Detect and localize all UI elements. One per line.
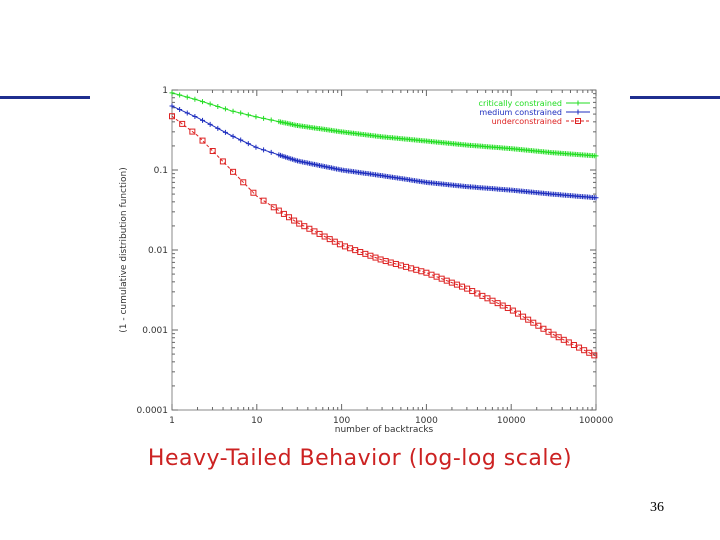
data-point: [177, 107, 183, 113]
y-tick-label: 1: [162, 86, 168, 96]
data-point: [245, 112, 251, 118]
x-tick-label: 10: [251, 416, 263, 426]
data-point: [230, 108, 236, 114]
data-point: [268, 149, 274, 155]
data-point: [238, 110, 244, 116]
data-point: [209, 148, 216, 155]
data-point: [169, 90, 175, 96]
header-rule-left: [0, 96, 90, 99]
data-point: [222, 129, 228, 135]
data-point: [593, 195, 599, 201]
legend-marker: [575, 109, 581, 115]
data-point: [222, 106, 228, 112]
data-point: [189, 128, 196, 135]
data-point: [540, 325, 547, 332]
x-tick-label: 1: [169, 416, 175, 426]
data-point: [591, 352, 598, 359]
plot-area: [171, 89, 597, 411]
data-point: [530, 319, 537, 326]
data-point: [219, 158, 226, 165]
legend-label: underconstrained: [492, 117, 562, 126]
data-point: [199, 137, 206, 144]
data-point: [253, 144, 259, 150]
x-axis-label: number of backtracks: [335, 425, 434, 435]
x-tick-label: 10000: [497, 416, 526, 426]
data-point: [261, 147, 267, 153]
page-number: 36: [650, 500, 664, 515]
data-point: [207, 121, 213, 127]
data-point: [270, 204, 277, 211]
data-point: [275, 207, 282, 214]
data-point: [509, 307, 516, 314]
data-point: [525, 316, 532, 323]
data-point: [169, 103, 175, 109]
data-point: [593, 153, 599, 159]
x-tick-label: 1000: [415, 416, 438, 426]
data-point: [192, 96, 198, 102]
data-point: [268, 117, 274, 123]
series-3: [169, 113, 598, 359]
y-tick-label: 0.0001: [137, 406, 169, 416]
data-point: [245, 141, 251, 147]
y-tick-label: 0.001: [142, 326, 168, 336]
x-tick-label: 100000: [579, 416, 614, 426]
data-point: [253, 114, 259, 120]
data-point: [215, 103, 221, 109]
data-point: [261, 115, 267, 121]
data-point: [200, 117, 206, 123]
series-2: [169, 103, 599, 201]
data-point: [535, 322, 542, 329]
data-point: [260, 197, 267, 204]
data-point: [192, 114, 198, 120]
data-point: [184, 94, 190, 100]
data-point: [520, 313, 527, 320]
data-point: [250, 189, 257, 196]
data-point: [177, 92, 183, 98]
header-rule-right: [630, 96, 720, 99]
data-point: [207, 101, 213, 107]
legend-label: medium constrained: [479, 108, 562, 117]
data-point: [240, 179, 247, 186]
data-point: [184, 110, 190, 116]
y-axis-label: (1 - cumulative distribution function): [119, 167, 129, 333]
data-point: [169, 113, 175, 120]
data-point: [215, 125, 221, 131]
data-point: [286, 214, 293, 221]
data-point: [280, 210, 287, 217]
data-point: [179, 120, 186, 127]
y-tick-label: 0.01: [148, 246, 168, 256]
data-point: [238, 137, 244, 143]
data-point: [291, 217, 298, 224]
data-point: [200, 99, 206, 105]
legend-marker: [575, 118, 581, 124]
legend-marker: [575, 100, 581, 106]
data-point: [230, 133, 236, 139]
x-tick-label: 100: [333, 416, 350, 426]
data-point: [514, 310, 521, 317]
legend-label: critically constrained: [479, 99, 562, 108]
y-tick-label: 0.1: [154, 166, 168, 176]
series-1: [169, 90, 599, 159]
data-point: [230, 168, 237, 175]
slide-caption: Heavy-Tailed Behavior (log-log scale): [147, 446, 573, 471]
